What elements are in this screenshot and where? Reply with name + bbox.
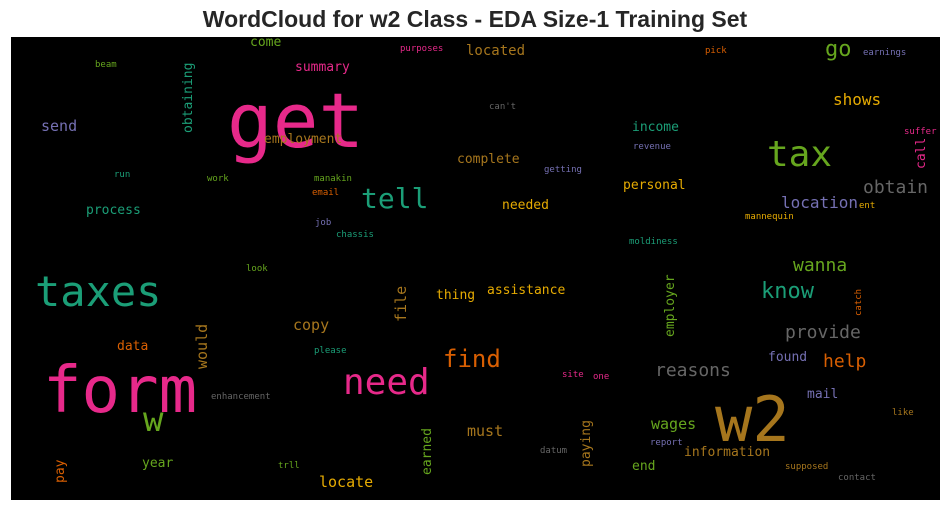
word-obtain: obtain <box>863 177 929 198</box>
word-come: come <box>250 37 282 50</box>
word-process: process <box>86 203 141 218</box>
word-complete: complete <box>457 152 520 167</box>
word-catch: catch <box>854 288 864 316</box>
word-pick: pick <box>705 46 727 56</box>
word-paying: paying <box>579 420 594 468</box>
word-manakin: manakin <box>314 174 352 184</box>
word-supposed: supposed <box>785 462 829 472</box>
word-know: know <box>761 279 814 304</box>
chart-title: WordCloud for w2 Class - EDA Size-1 Trai… <box>202 6 748 32</box>
word-form: form <box>43 354 198 428</box>
word-end: end <box>632 459 656 474</box>
word-look: look <box>246 264 268 274</box>
word-pay: pay <box>53 459 68 484</box>
word-assistance: assistance <box>487 283 566 298</box>
word-run: run <box>114 170 131 180</box>
word-call: call <box>914 137 929 170</box>
word-wanna: wanna <box>793 255 848 276</box>
word-personal: personal <box>623 178 686 193</box>
word-getting: getting <box>544 165 582 175</box>
word-income: income <box>632 120 679 135</box>
word-thing: thing <box>436 288 476 303</box>
word-beam: beam <box>95 60 117 70</box>
word-employment: employment <box>264 132 343 147</box>
word-tax: tax <box>767 134 833 175</box>
word-wages: wages <box>651 415 697 433</box>
word-cloud-canvas: get form w2 taxes need tax w tell find know go obta… <box>11 37 940 500</box>
word-w2: w2 <box>715 383 790 456</box>
word-copy: copy <box>293 316 330 334</box>
word-send: send <box>41 117 78 135</box>
word-need: need <box>343 362 430 403</box>
word-shows: shows <box>833 90 882 109</box>
word-mail: mail <box>807 387 839 402</box>
word-year: year <box>142 456 174 471</box>
word-file: file <box>392 286 410 323</box>
word-purposes: purposes <box>400 44 444 54</box>
word-enhancement: enhancement <box>211 392 271 402</box>
word-suffer: suffer <box>904 127 937 137</box>
word-needed: needed <box>502 198 549 213</box>
word-revenue: revenue <box>633 142 671 152</box>
word-contact: contact <box>838 473 876 483</box>
word-go: go <box>825 37 852 62</box>
word-summary: summary <box>295 60 350 75</box>
word-employer: employer <box>663 274 678 338</box>
word-w: w <box>143 400 164 440</box>
word-found: found <box>768 350 808 365</box>
word-must: must <box>467 422 504 440</box>
word-help: help <box>823 351 867 372</box>
word-job: job <box>315 218 332 228</box>
word-please: please <box>314 346 347 356</box>
word-obtaining: obtaining <box>181 62 196 133</box>
word-site: site <box>562 370 584 380</box>
word-trll: trll <box>278 461 300 471</box>
word-earned: earned <box>420 428 435 476</box>
word-mannequin: mannequin <box>745 212 794 222</box>
word-get: get <box>227 76 365 165</box>
word-earnings: earnings <box>863 48 907 58</box>
word-locate: locate <box>319 473 374 491</box>
word-like: like <box>892 408 914 418</box>
word-one: one <box>593 372 610 382</box>
word-email: email <box>312 188 340 198</box>
word-data: data <box>117 339 149 354</box>
word-tell: tell <box>361 182 429 215</box>
word-chassis: chassis <box>336 230 374 240</box>
word-ent: ent <box>859 201 876 211</box>
word-would: would <box>193 323 211 369</box>
word-reasons: reasons <box>655 360 731 381</box>
word-moldiness: moldiness <box>629 237 678 247</box>
word-location: location <box>781 193 859 212</box>
word-find: find <box>443 345 501 373</box>
word-report: report <box>650 438 683 448</box>
word-provide: provide <box>785 322 861 343</box>
word-taxes: taxes <box>35 267 162 316</box>
word-information: information <box>684 445 771 460</box>
word-datum: datum <box>540 446 568 456</box>
word-can-t: can't <box>489 102 517 112</box>
word-located: located <box>466 43 526 59</box>
word-work: work <box>207 174 229 184</box>
